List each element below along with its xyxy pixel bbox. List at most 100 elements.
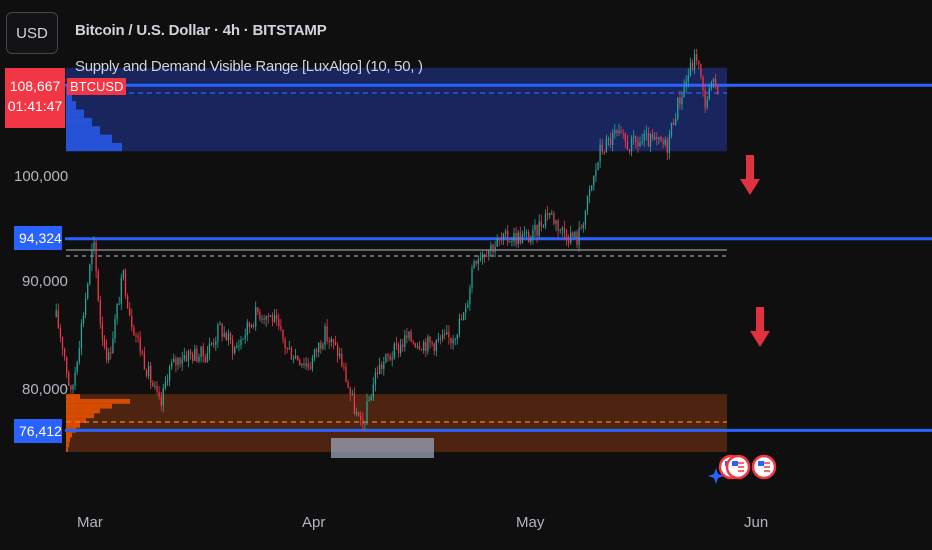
candle-body [103,339,106,347]
candle-body [595,170,597,176]
candle-body [307,363,309,368]
candle-body [410,331,412,342]
candle-body [234,347,236,353]
candle-body [349,387,351,395]
us-flag-canton [732,461,738,466]
candle-body [156,385,158,392]
candle-body [286,347,288,349]
candle-body [204,356,206,362]
candle-body [643,133,645,141]
candle-body [500,239,503,241]
bar-countdown: 01:41:47 [7,98,63,114]
candle-body [658,136,660,140]
candle-body [147,365,150,377]
candle-body [383,362,385,369]
candle-body [475,261,477,264]
candle-body [187,351,190,361]
candle-body [74,372,76,386]
candle-body [336,344,339,357]
supply-zone [66,67,727,152]
candle-body [685,81,687,87]
candle-body [95,242,97,272]
candle-body [82,315,85,324]
candle-body [717,85,719,94]
candle-body [444,334,446,336]
candle-body [511,241,513,243]
candle-body [570,232,572,243]
candle-body [225,333,227,341]
candle-body [177,357,179,366]
candle-body [374,372,377,385]
demand-profile-bar [66,442,69,448]
candle-body [628,149,631,152]
candle-body [267,315,269,317]
candle-body [189,351,192,354]
candle-body [141,351,143,354]
candle-body [534,224,536,231]
candle-body [334,342,337,345]
candle-body [353,393,356,414]
candle-body [288,348,290,350]
candle-body [431,342,433,344]
candle-body [271,315,274,322]
candle-body [469,287,471,305]
candle-body [414,343,416,348]
candle-body [580,227,582,229]
candle-body [561,227,563,230]
zones-layer [66,67,727,458]
candle-body [181,359,183,365]
candle-body [553,213,555,224]
candle-body [406,335,408,338]
candle-body [427,336,429,352]
currency-button[interactable]: USD [6,12,58,54]
candle-body [339,353,341,357]
candle-body [280,326,282,330]
candle-body [399,344,402,353]
candle-body [219,323,221,325]
candle-body [315,349,318,353]
candle-body [612,133,614,145]
candle-body [588,189,591,196]
candle-body [693,54,696,70]
candle-body [425,341,427,352]
y-tick-label: 90,000 [22,273,68,290]
candle-body [261,318,263,320]
demand-profile-bar [66,413,94,419]
candle-body [441,334,444,340]
candle-body [712,78,715,83]
indicator-label[interactable]: Supply and Demand Visible Range [LuxAlgo… [75,58,423,75]
candle-body [303,363,305,366]
candle-body [513,233,515,242]
supply-profile-bar [66,134,112,143]
candle-body [551,213,553,215]
candle-body [668,135,671,154]
candle-body [360,416,362,420]
candle-body [231,340,234,353]
candle-body [509,241,511,243]
candle-body [276,315,278,319]
candle-body [57,310,59,328]
candle-body [362,419,364,424]
candle-body [143,353,146,370]
candle-body [87,284,89,299]
candle-body [196,348,198,362]
supply-profile-bar [66,101,76,110]
candle-body [433,343,435,351]
candle-body [675,118,677,125]
candle-body [368,400,370,402]
demand-profile-bar [66,447,68,452]
candle-body [677,97,679,119]
candle-body [110,352,112,354]
candle-body [601,144,603,152]
candle-body [179,357,181,365]
candle-body [137,335,139,338]
candle-body [454,338,456,340]
candle-body [488,249,490,257]
candle-body [691,62,694,70]
candle-body [664,139,666,145]
supply-profile-bar [66,92,72,102]
candle-body [546,213,549,216]
candle-body [639,142,641,147]
candle-body [498,239,500,241]
